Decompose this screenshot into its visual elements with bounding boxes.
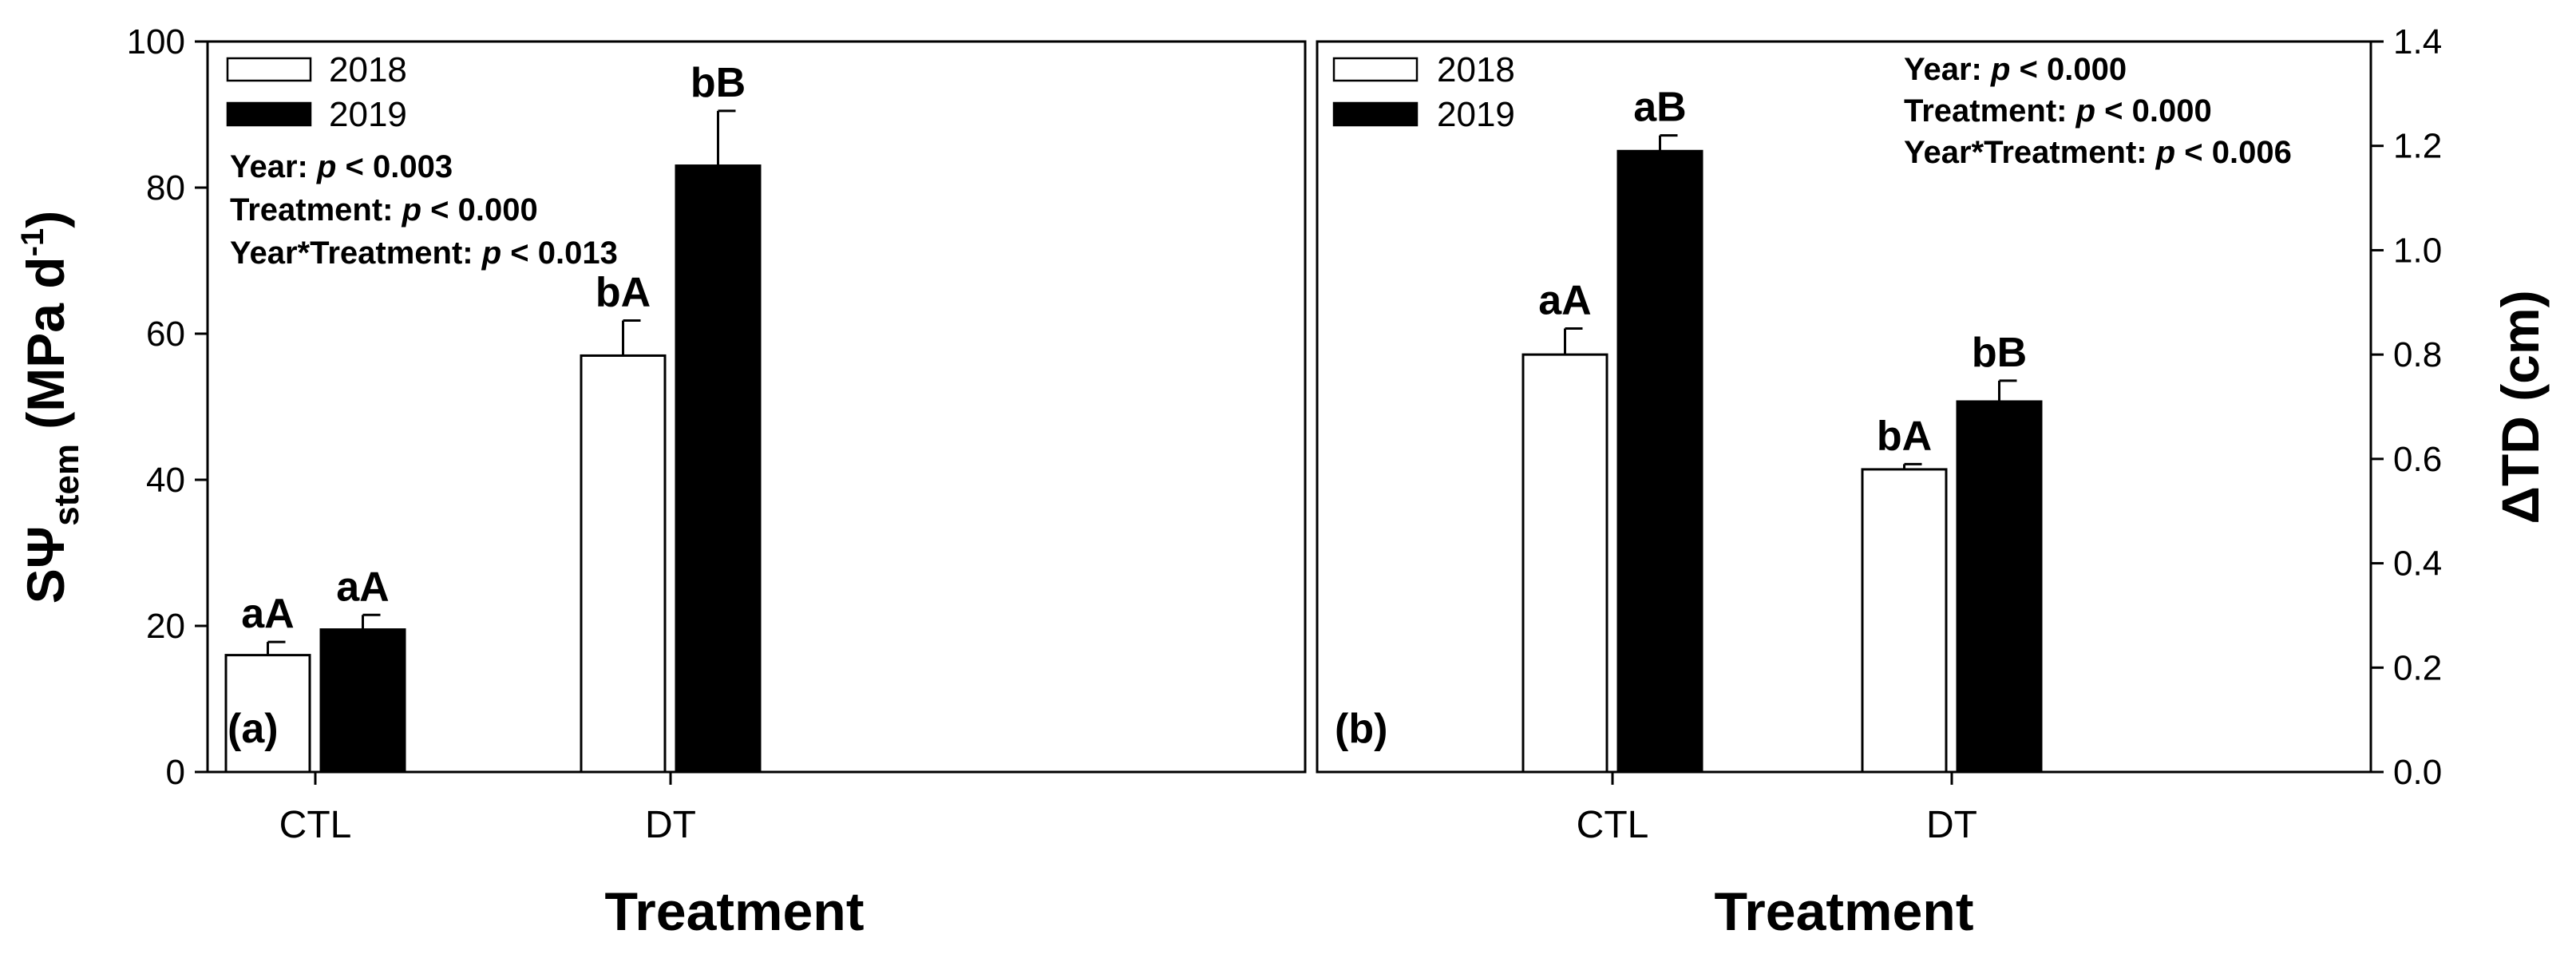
bars-a: aA aA bA bB [224,60,762,774]
legend-label-2019-a: 2019 [329,95,407,134]
y-tick-label-a: 40 [146,461,185,500]
bar-2019-DT [675,164,762,774]
stat-year-a: Year: p < 0.003 [230,149,453,184]
y-tick-label-a: 80 [146,168,185,208]
legend-swatch-2019-a [226,101,312,127]
y-axis-a: 0 20 40 60 80 100 [127,22,208,792]
significance-label-2018-CTL: aA [241,591,294,637]
y-tick-label-b: 0.4 [2393,544,2442,584]
y-axis-title-b: ΔTD (cm) [2491,290,2550,524]
legend-swatch-2018-a [226,57,312,82]
plot-frame-b [1316,40,2372,774]
y-tick-label-b: 0.2 [2393,648,2442,687]
y-axis-title-a: SΨstem (MPa d-1) [15,211,86,604]
legend-a: 2018 2019 [226,50,407,134]
y-tick-label-b: 1.2 [2393,127,2442,166]
bar-2018-DT [580,354,667,774]
bar-2019-CTL [1616,149,1703,774]
significance-label-2019-DT: bB [1972,330,2027,376]
x-axis-title-b: Treatment [1715,881,1974,942]
legend-swatch-2018-b [1332,57,1419,82]
x-tick-label-b: DT [1926,804,1977,846]
significance-label-2019-DT: bB [690,60,746,106]
stats-a: Year: p < 0.003 Treatment: p < 0.000 Yea… [230,149,618,271]
bar-2018-CTL [224,654,311,774]
legend-label-2018-a: 2018 [329,50,407,89]
y-tick-label-b: 0.8 [2393,335,2442,374]
y-tick-label-a: 100 [127,22,185,61]
stat-interaction-b: Year*Treatment: p < 0.006 [1904,135,2292,170]
x-axis-title-a: Treatment [605,881,865,942]
x-axis-a: CTL DT [279,772,696,846]
y-tick-label-a: 0 [166,753,185,792]
y-axis-b: 0.0 0.2 0.4 0.6 0.8 1.0 1.2 1.4 [2371,22,2442,792]
significance-label-2019-CTL: aB [1633,85,1686,131]
y-tick-label-b: 1.4 [2393,22,2442,61]
x-tick-label-a: CTL [279,804,352,846]
bar-2019-DT [1956,400,2043,774]
bar-2018-CTL [1521,353,1609,774]
significance-label-2019-CTL: aA [336,564,389,610]
bar-2018-DT [1861,468,1948,774]
y-tick-label-b: 0.6 [2393,440,2442,479]
significance-label-2018-DT: bA [1877,413,1932,459]
y-tick-label-b: 1.0 [2393,231,2442,270]
significance-label-2018-DT: bA [596,270,651,316]
x-axis-b: CTL DT [1577,772,1977,846]
panel-label-b: (b) [1335,706,1387,752]
bars-b: aA aB bA bB [1521,85,2043,774]
y-tick-label-a: 20 [146,607,185,646]
stats-b: Year: p < 0.000 Treatment: p < 0.000 Yea… [1904,52,2292,170]
legend-swatch-2019-b [1332,101,1419,127]
panel-label-a: (a) [228,706,279,752]
bar-2019-CTL [319,628,406,774]
stat-year-b: Year: p < 0.000 [1904,52,2127,87]
x-tick-label-a: DT [645,804,696,846]
stat-interaction-a: Year*Treatment: p < 0.013 [230,236,618,271]
y-tick-label-a: 60 [146,315,185,354]
legend-b: 2018 2019 [1332,50,1515,134]
x-tick-label-b: CTL [1577,804,1649,846]
legend-label-2018-b: 2018 [1437,50,1515,89]
significance-label-2018-CTL: aA [1538,277,1591,323]
panel-a: 0 20 40 60 80 100 aA aA bA bB CTL DT 2018 2019 Ye… [15,22,1307,942]
stat-treatment-a: Treatment: p < 0.000 [230,192,538,228]
legend-label-2019-b: 2019 [1437,95,1515,134]
stat-treatment-b: Treatment: p < 0.000 [1904,93,2212,129]
y-tick-label-b: 0.0 [2393,753,2442,792]
